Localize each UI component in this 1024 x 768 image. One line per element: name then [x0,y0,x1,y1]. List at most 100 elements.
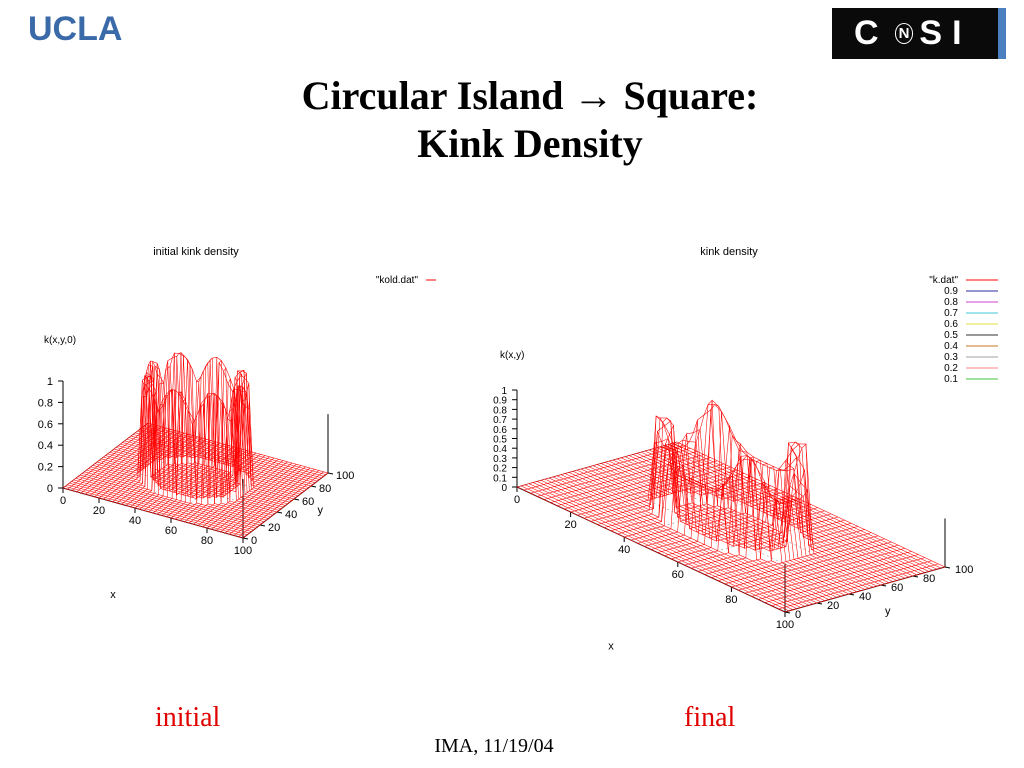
plot-title-1: kink density [700,246,758,258]
z-tick-label-0-3: 0.6 [38,419,53,431]
surface-line-0 [77,476,258,527]
surface-line-1 [612,428,882,586]
surface-line-0 [116,365,297,498]
surface-line-1 [660,446,930,572]
surface-line-0 [124,359,305,492]
surface-line-0 [88,378,269,519]
surface-line-0 [141,427,322,479]
surface-line-0 [103,364,284,508]
surface-line-1 [520,485,790,612]
surface-line-0 [90,375,271,518]
surface-line-0 [126,357,307,490]
surface-line-1 [624,399,894,582]
surface-line-1 [604,442,874,588]
y-tick-label-0-5: 100 [336,470,354,482]
surface-line-0 [69,482,250,534]
x-tick-label-1-1: 20 [564,519,576,531]
legend-label-1-3: 0.7 [944,308,958,319]
surface-line-1 [628,424,898,581]
x-tick-label-1-3: 60 [672,569,684,581]
legend-label-1-9: 0.1 [944,374,958,385]
y-axis-label-1: y [885,606,891,618]
surface-line-1 [616,409,886,585]
surface-line-0 [111,373,292,501]
surface-line-0 [143,426,324,477]
x-tick-label-1-5: 100 [776,619,794,631]
z-tick-label-0-0: 0 [47,483,53,495]
legend-label-1-6: 0.4 [944,341,958,352]
z-tick-label-1-6: 0.6 [493,425,507,436]
x-tick-label-0-1: 20 [93,505,105,517]
title-line-2: Kink Density [417,121,643,166]
surface-line-1 [584,446,854,594]
legend-label-1-2: 0.8 [944,297,958,308]
y-tick-label-0-0: 0 [251,535,257,547]
y-tick-1-0 [784,611,791,614]
surface-line-0 [130,435,312,487]
surface-line-0 [120,352,301,495]
x-tick-label-0-0: 0 [60,495,66,507]
surface-line-1 [676,441,946,568]
y-tick-1-3 [880,584,887,587]
surface-line-0 [139,429,320,480]
z-tick-label-1-4: 0.4 [493,444,507,455]
surface-line-1 [580,437,850,595]
surface-line-0 [118,355,299,497]
surface-line-1 [516,486,786,613]
surface-line-1 [652,448,922,575]
surface-line-1 [608,439,878,587]
legend-label-1-7: 0.3 [944,352,958,363]
y-tick-1-4 [912,575,919,578]
surface-line-0 [71,481,252,532]
title-line-1: Circular Island → Square: [301,73,759,118]
surface-line-0 [137,430,318,482]
y-axis-label-0: y [318,505,324,517]
caption-initial: initial [155,702,221,733]
y-tick-label-0-4: 80 [319,483,331,495]
z-tick-label-1-10: 1 [501,386,507,397]
surface-line-0 [99,382,280,511]
surface-line-1 [544,478,814,605]
y-tick-1-2 [848,593,855,596]
surface-line-1 [524,484,794,611]
surface-line-0 [82,473,263,524]
z-axis-label-1: k(x,y) [500,350,524,361]
surface-line-0 [135,432,316,484]
surface-line-1 [528,483,798,609]
z-tick-label-1-7: 0.7 [493,415,507,426]
surface-line-0 [107,361,288,505]
legend-label-1-0: "k.dat" [929,275,958,286]
x-tick-label-1-2: 40 [618,544,630,556]
z-tick-label-0-1: 0.2 [38,462,53,474]
x-tick-label-0-5: 100 [234,545,252,557]
surface-line-1 [668,444,938,570]
surface-line-1 [664,445,934,571]
x-axis-label-1: x [608,641,614,653]
y-tick-1-5 [944,566,951,569]
surface-line-0 [109,365,290,503]
x-tick-label-0-3: 60 [165,525,177,537]
cnsi-logo-bar [998,8,1006,59]
surface-line-0 [67,484,248,536]
surface-line-1 [572,417,842,597]
surface-line-1 [556,475,826,602]
y-tick-0-0 [242,537,249,540]
cnsi-logo-si: SI [919,14,972,52]
surface-line-1 [620,404,890,584]
surface-line-1 [532,482,802,608]
surface-line-1 [592,446,862,591]
surface-line-1 [548,477,818,604]
caption-final: final [684,702,736,733]
y-tick-1-1 [816,602,823,605]
surface-line-1 [596,445,866,590]
cnsi-logo: C N SI [832,8,1006,59]
surface-line-1 [576,420,846,596]
z-tick-label-0-5: 1 [47,376,53,388]
surface-line-1 [640,451,910,578]
surface-line-0 [62,487,244,539]
surface-line-1 [636,453,906,579]
z-axis-label-0: k(x,y,0) [44,335,76,346]
z-tick-label-0-2: 0.4 [38,440,53,452]
legend-label-0-0: "kold.dat" [376,275,419,286]
